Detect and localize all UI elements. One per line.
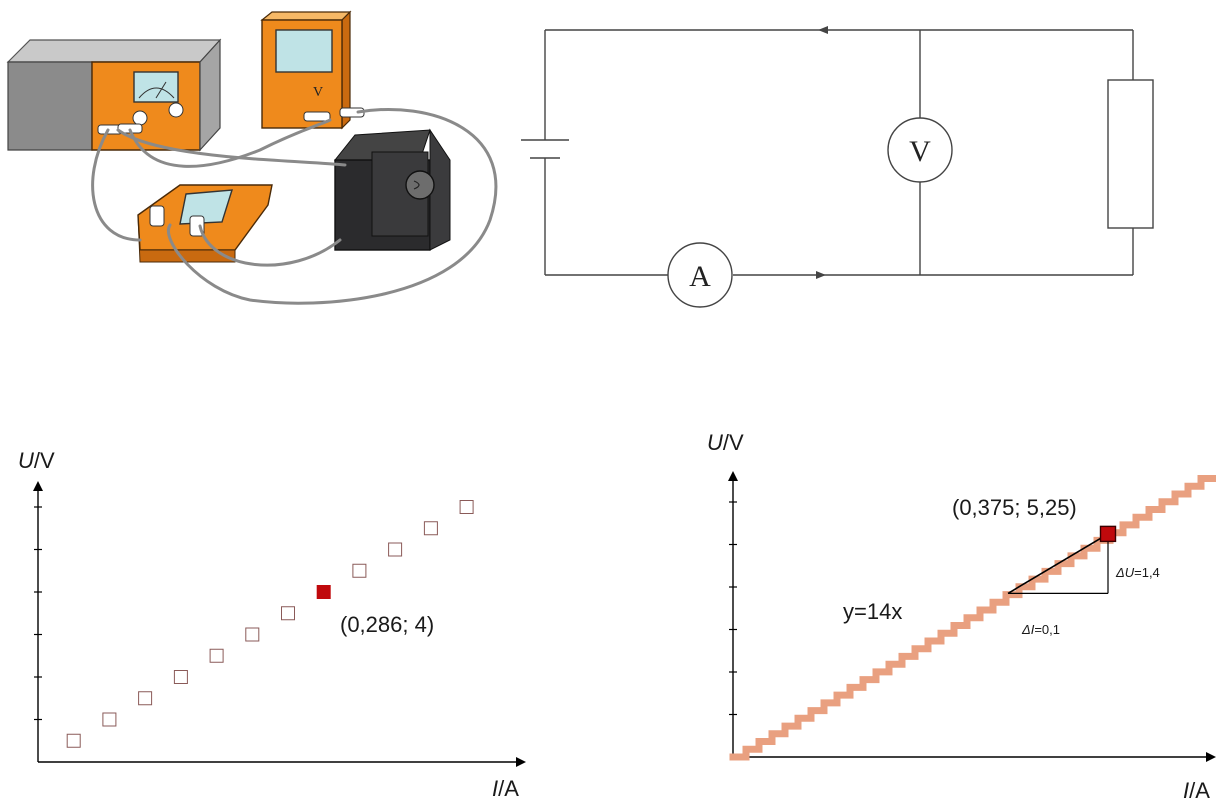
current-arrow-left-icon — [818, 26, 828, 34]
cables — [91, 108, 498, 305]
y-axis-label: U/V — [707, 430, 744, 455]
x-axis-label: I/A — [1183, 778, 1210, 803]
apparatus-illustration: V — [6, 10, 498, 305]
graph-right: U/V I/A (0,375; 5,25) y=14x ΔU=1,4 ΔI=0,… — [707, 430, 1216, 803]
ammeter-device — [137, 184, 273, 263]
power-supply-meter — [133, 71, 179, 103]
voltmeter-symbol — [887, 117, 953, 183]
data-point — [66, 733, 81, 748]
data-point — [173, 670, 188, 684]
resistor-box — [333, 128, 451, 251]
data-point — [352, 563, 367, 578]
data-point — [423, 521, 438, 536]
terminal-icon — [303, 111, 331, 122]
point-label: (0,375; 5,25) — [952, 495, 1077, 520]
dial-icon — [405, 170, 435, 200]
data-points — [66, 500, 474, 748]
highlight-point — [316, 585, 331, 599]
circuit-diagram — [521, 26, 1154, 308]
terminal-icon — [149, 205, 165, 227]
equation-label: y=14x — [843, 599, 902, 624]
resistor-symbol — [1107, 79, 1154, 229]
slope-triangle — [1007, 533, 1109, 595]
trend-line-path — [729, 475, 1216, 761]
hypotenuse — [1007, 533, 1109, 595]
data-point — [138, 691, 153, 706]
delta-u-label: ΔU=1,4 — [1115, 565, 1160, 580]
ammeter-symbol — [667, 242, 733, 308]
trend-line — [729, 475, 1216, 761]
knob-icon — [132, 110, 148, 126]
y-axis-label: U/V — [18, 448, 55, 473]
data-point — [388, 542, 403, 557]
current-arrow-right-icon — [816, 271, 826, 279]
data-point — [102, 712, 117, 727]
voltmeter-screen — [275, 29, 333, 73]
voltmeter-letter: V — [313, 85, 323, 100]
ammeter-symbol-label: A — [689, 260, 711, 293]
voltmeter-symbol-label: V — [909, 135, 931, 168]
graph-left: U/V I/A (0,286; 4) — [18, 448, 526, 801]
data-point — [459, 500, 474, 514]
y-axis-ticks — [729, 501, 737, 716]
delta-i-label: ΔI=0,1 — [1021, 622, 1060, 637]
data-point — [209, 648, 224, 663]
voltmeter-device: V — [260, 10, 365, 130]
data-point — [245, 627, 260, 642]
highlight-point-marker — [1099, 525, 1117, 543]
data-point — [281, 606, 295, 621]
power-supply — [6, 38, 222, 152]
highlight-point — [1099, 525, 1117, 543]
highlight-point-label: (0,286; 4) — [340, 612, 434, 637]
x-axis-label: I/A — [492, 776, 519, 801]
knob-icon — [168, 102, 184, 118]
y-axis-ticks — [34, 506, 42, 721]
